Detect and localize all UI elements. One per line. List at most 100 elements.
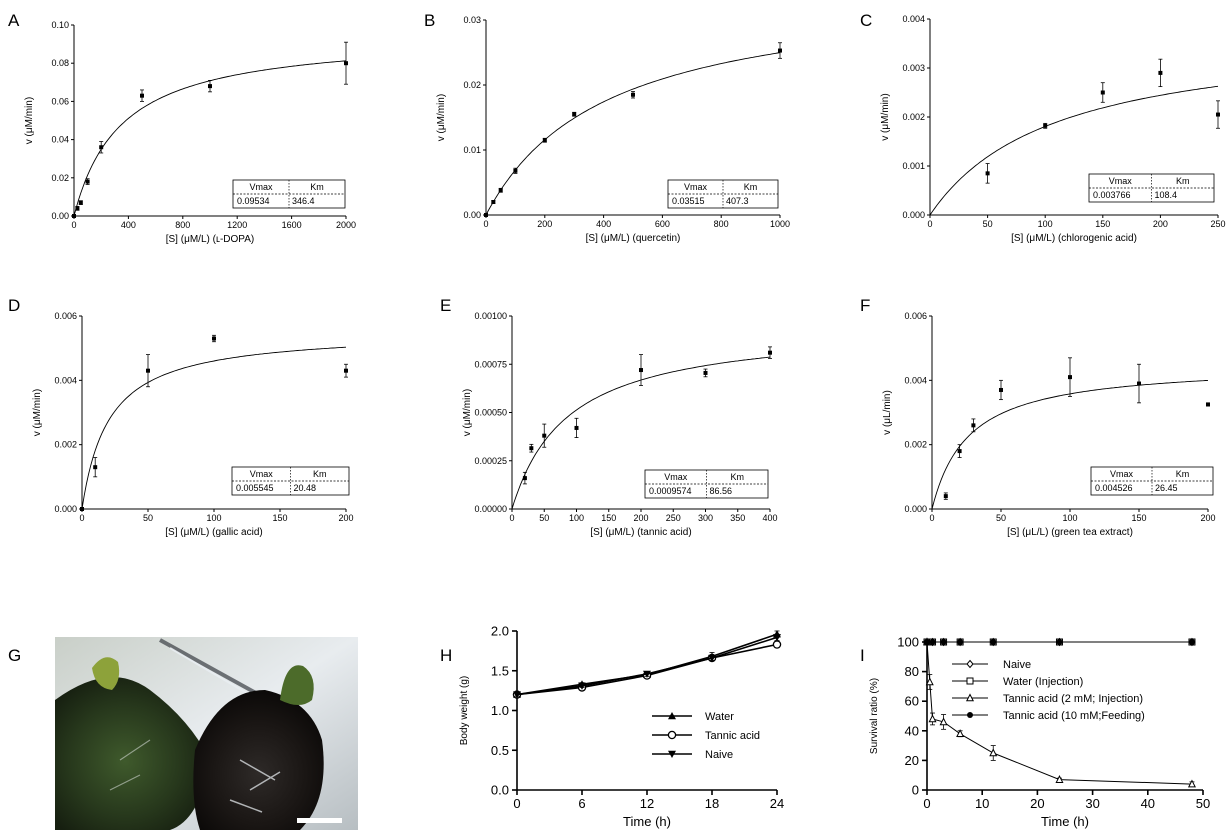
- y-tick-label: 0.004: [54, 375, 77, 385]
- data-point: [999, 387, 1003, 392]
- data-point: [513, 168, 518, 173]
- x-axis-label: [S] (μM/L) (chlorogenic acid): [1011, 233, 1137, 244]
- y-tick-label: 0.04: [51, 135, 69, 145]
- x-tick-label: 6: [578, 796, 585, 811]
- x-tick-label: 24: [770, 796, 784, 811]
- panel-f: F 0 50 100 150 200 0.000 0.002 0.004 0.006 [S] (μL…: [860, 296, 1216, 538]
- param-value-vmax: 0.03515: [672, 196, 705, 206]
- x-tick-label: 250: [1210, 219, 1225, 229]
- param-value-vmax: 0.004526: [1095, 483, 1133, 493]
- legend-marker: [967, 712, 973, 718]
- y-tick-label: 0.002: [54, 440, 77, 450]
- data-point: [578, 682, 586, 690]
- param-header-km: Km: [1176, 469, 1190, 479]
- data-point: [772, 640, 782, 649]
- x-tick-label: 150: [601, 513, 616, 523]
- x-tick-label: 0: [71, 220, 76, 230]
- y-tick-label: 0.02: [51, 173, 69, 183]
- x-tick-label: 12: [640, 796, 654, 811]
- param-header-km: Km: [731, 472, 745, 482]
- tadpole-photo: [55, 637, 358, 830]
- y-tick-label: 0.004: [902, 14, 925, 24]
- param-value-vmax: 0.003766: [1093, 190, 1131, 200]
- x-tick-label: 100: [1062, 513, 1077, 523]
- data-point: [1043, 123, 1048, 128]
- param-value-vmax: 0.0009574: [649, 486, 692, 496]
- y-axis-label: v (μM/min): [436, 94, 447, 141]
- y-tick-label: 0.06: [51, 96, 69, 106]
- data-point: [491, 200, 496, 204]
- x-tick-label: 250: [666, 513, 681, 523]
- scale-bar: [297, 818, 342, 823]
- y-tick-label: 0.006: [54, 311, 77, 321]
- data-point: [924, 639, 930, 645]
- data-point: [703, 370, 708, 375]
- y-tick-label: 0.003: [902, 63, 925, 73]
- param-value-km: 26.45: [1155, 483, 1178, 493]
- panel-letter-g: G: [8, 646, 21, 665]
- x-tick-label: 1000: [770, 219, 790, 229]
- data-point: [140, 93, 144, 98]
- data-point: [957, 639, 964, 645]
- x-tick-label: 0: [923, 796, 930, 811]
- data-point: [1068, 375, 1072, 380]
- panel-letter: D: [8, 296, 20, 315]
- data-point: [925, 677, 934, 686]
- param-value-km: 346.4: [292, 196, 315, 206]
- panel-d: D 0 50 100 150 200 0.000 0.002 0.004 0.006 [S] (μM…: [8, 296, 354, 538]
- panel-letter: F: [860, 296, 870, 315]
- y-tick-label: 60: [905, 694, 919, 709]
- fit-curve: [929, 85, 1219, 216]
- param-value-vmax: 0.005545: [236, 483, 274, 493]
- y-tick-label: 0.000: [54, 504, 77, 514]
- x-tick-label: 100: [569, 513, 584, 523]
- data-point: [943, 494, 948, 499]
- panel-letter: I: [860, 646, 865, 665]
- x-tick-label: 10: [975, 796, 989, 811]
- panel-g: G: [8, 637, 358, 830]
- legend-marker: [965, 693, 975, 702]
- param-header-km: Km: [1176, 176, 1190, 186]
- x-tick-label: 100: [1038, 219, 1053, 229]
- data-point: [773, 634, 781, 642]
- x-axis-label: [S] (μL/L) (green tea extract): [1007, 527, 1133, 538]
- param-value-km: 108.4: [1155, 190, 1178, 200]
- y-tick-label: 0.002: [902, 112, 925, 122]
- data-point: [146, 368, 150, 373]
- data-point: [78, 200, 83, 205]
- legend-label: Tannic acid: [705, 730, 760, 742]
- data-point: [1056, 639, 1063, 645]
- x-tick-label: 1600: [282, 220, 302, 230]
- param-header-vmax: Vmax: [249, 182, 273, 192]
- data-point: [929, 639, 936, 645]
- param-header-vmax: Vmax: [684, 182, 708, 192]
- y-tick-label: 0.00025: [474, 456, 507, 466]
- panel-h: H 0 6 12 18 24 0.0 0.5 1.0 1.5 2.0 Time (h) Body wei…: [440, 624, 784, 830]
- x-tick-label: 400: [762, 513, 777, 523]
- data-point: [344, 368, 348, 373]
- panel-letter: B: [424, 11, 435, 30]
- x-tick-label: 200: [1200, 513, 1215, 523]
- y-tick-label: 80: [905, 664, 919, 679]
- x-tick-label: 200: [633, 513, 648, 523]
- x-axis-label: [S] (μM/L) (tannic acid): [590, 527, 691, 538]
- legend-marker: [667, 730, 677, 740]
- y-axis-label: v (μM/min): [32, 389, 43, 436]
- param-header-km: Km: [313, 469, 327, 479]
- y-tick-label: 0.10: [51, 20, 69, 30]
- data-point: [85, 179, 90, 184]
- x-tick-label: 400: [596, 219, 611, 229]
- x-tick-label: 300: [698, 513, 713, 523]
- x-tick-label: 0: [483, 219, 488, 229]
- panel-e: E 0 50 100 150 200 250 300 350 400 0.00000 0.00025 0…: [440, 296, 778, 538]
- data-point: [572, 112, 577, 117]
- legend-marker: [966, 659, 974, 669]
- y-tick-label: 0.02: [463, 80, 481, 90]
- y-tick-label: 20: [905, 753, 919, 768]
- x-tick-label: 20: [1030, 796, 1044, 811]
- panel-c: C 0 50 100 150 200 250 0.000 0.001 0.002 0.003 0.00…: [860, 11, 1226, 244]
- x-tick-label: 600: [655, 219, 670, 229]
- y-tick-label: 0.002: [904, 440, 927, 450]
- data-point: [498, 188, 503, 193]
- y-tick-label: 0.00: [51, 211, 69, 221]
